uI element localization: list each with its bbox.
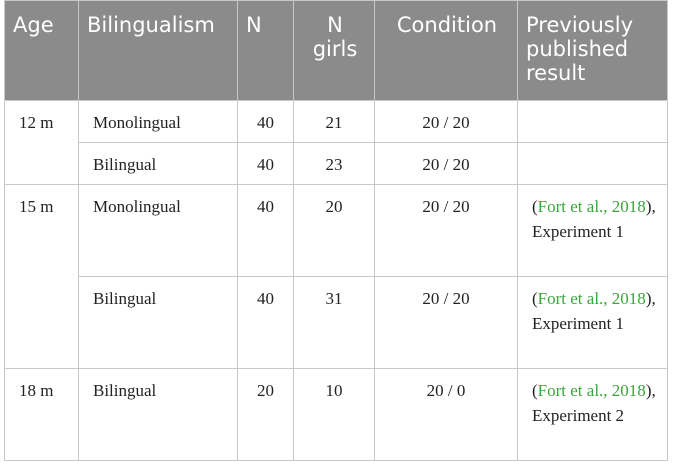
- data-table: Age Bilingualism N N girls Condition Previous…: [4, 0, 668, 461]
- n-cell: 40: [237, 100, 294, 143]
- condition-cell: 20 / 20: [374, 100, 518, 143]
- reference-link[interactable]: Fort et al., 2018: [537, 289, 646, 308]
- reference-close: ), Experiment 2: [532, 381, 656, 425]
- table-row: 12 m Monolingual 40 21 20 / 20: [4, 100, 668, 185]
- header-cell: N girls: [293, 0, 375, 101]
- n-girls-cell: 23: [293, 142, 375, 185]
- condition-cell: 20 / 0: [374, 368, 518, 461]
- n-girls-cell: 20: [293, 184, 375, 277]
- condition-cell: 20 / 20: [374, 276, 518, 369]
- bilingualism-cell: Monolingual: [78, 100, 238, 143]
- reference-cell: [517, 142, 668, 185]
- header-cell: Previously published result: [517, 0, 668, 101]
- header-row: Age Bilingualism N N girls Condition Previous…: [4, 0, 668, 101]
- n-girls-cell: 21: [293, 100, 375, 143]
- condition-cell: 20 / 20: [374, 142, 518, 185]
- n-girls-cell: 10: [293, 368, 375, 461]
- bilingualism-cell: Bilingual: [78, 276, 238, 369]
- table-body: 12 m Monolingual 40 21 20 / 20 Bilingual 40 23 2…: [4, 100, 668, 461]
- reference-cell: (Fort et al., 2018), Experiment 2: [517, 368, 668, 461]
- reference-link[interactable]: Fort et al., 2018: [537, 381, 646, 400]
- age-cell: 12 m: [4, 100, 79, 185]
- header-cell: Condition: [374, 0, 518, 101]
- n-girls-cell: 31: [293, 276, 375, 369]
- bilingualism-cell: Bilingual: [78, 368, 238, 461]
- n-cell: 40: [237, 142, 294, 185]
- header-cell: Bilingualism: [78, 0, 238, 101]
- reference-open: (: [532, 381, 538, 400]
- age-cell: 18 m: [4, 368, 79, 461]
- reference-close: ), Experiment 1: [532, 289, 656, 333]
- bilingualism-cell: Bilingual: [78, 142, 238, 185]
- reference-open: (: [532, 289, 538, 308]
- reference-cell: [517, 100, 668, 143]
- table-row: 18 m Bilingual 20 10 20 / 0 (Fort et al., 201…: [4, 368, 668, 461]
- condition-cell: 20 / 20: [374, 184, 518, 277]
- bilingualism-cell: Monolingual: [78, 184, 238, 277]
- reference-cell: (Fort et al., 2018), Experiment 1: [517, 184, 668, 277]
- table-row: 15 m Monolingual 40 20 20 / 20 (Fort et al., …: [4, 184, 668, 369]
- header-cell: Age: [4, 0, 79, 101]
- n-cell: 40: [237, 276, 294, 369]
- header-cell: N: [237, 0, 294, 101]
- n-cell: 40: [237, 184, 294, 277]
- age-cell: 15 m: [4, 184, 79, 369]
- reference-link[interactable]: Fort et al., 2018: [537, 197, 646, 216]
- n-cell: 20: [237, 368, 294, 461]
- table-row: Bilingual 40 23 20 / 20: [5, 142, 668, 185]
- table-row: Bilingual 40 31 20 / 20 (Fort et al., 2018),…: [5, 276, 668, 369]
- reference-open: (: [532, 197, 538, 216]
- reference-close: ), Experiment 1: [532, 197, 656, 241]
- reference-cell: (Fort et al., 2018), Experiment 1: [517, 276, 668, 369]
